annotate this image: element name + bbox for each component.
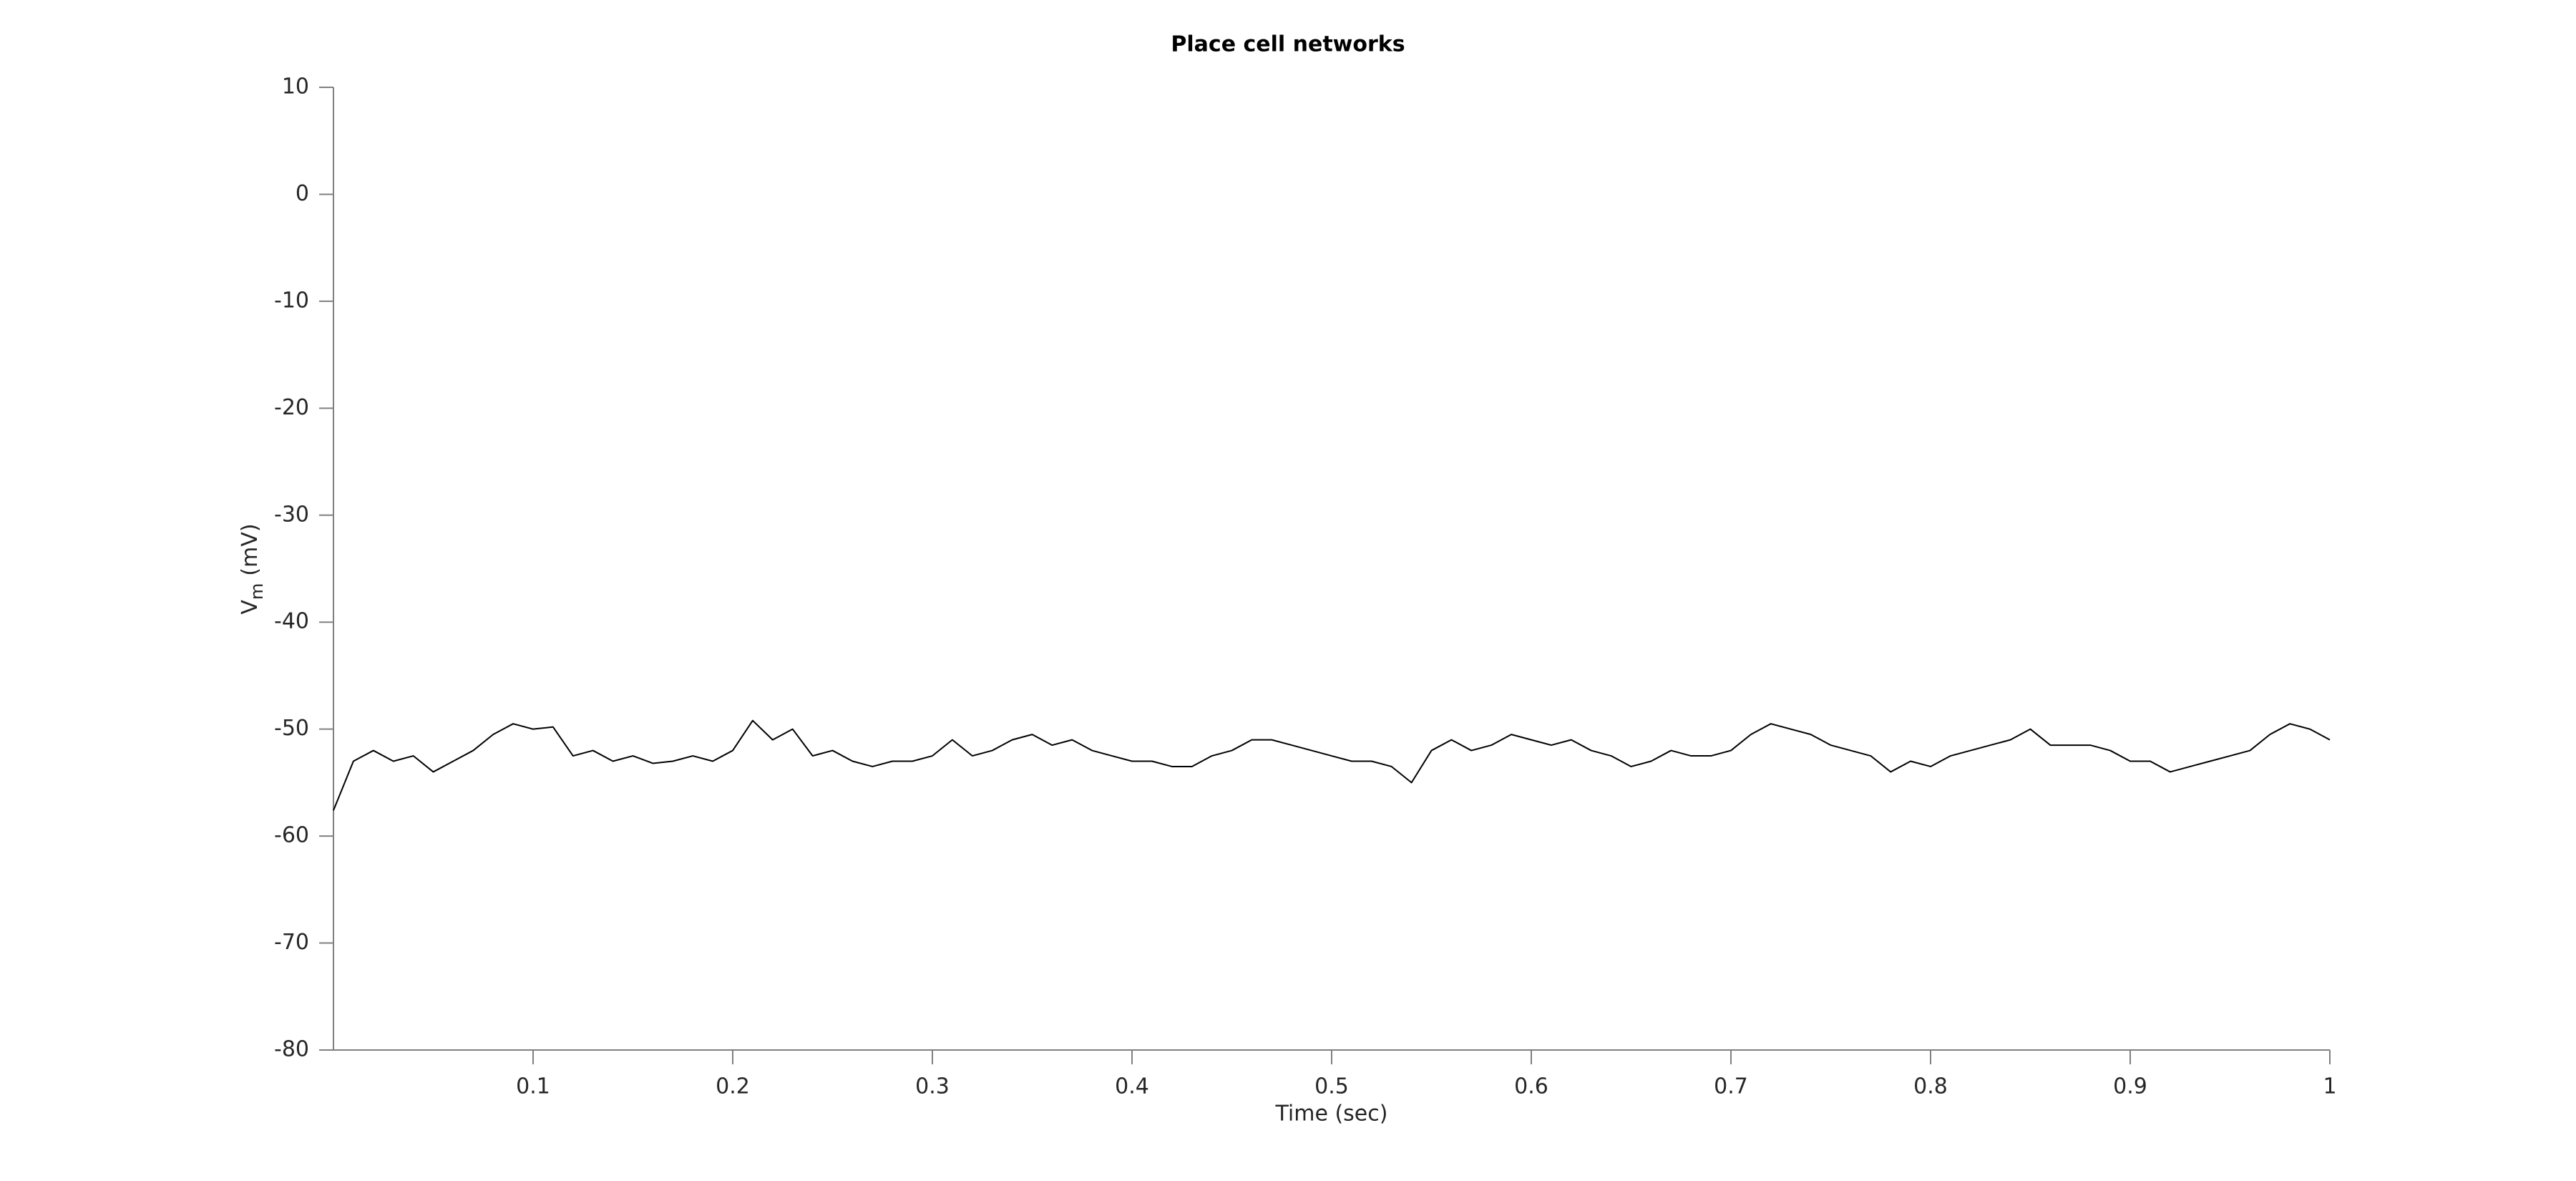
y-tick-label: -50: [274, 716, 309, 741]
y-tick-label: 10: [282, 74, 309, 99]
y-label-unit: (mV): [238, 523, 263, 575]
x-tick-label: 0.5: [1314, 1074, 1349, 1099]
x-tick-label: 1: [2323, 1074, 2336, 1099]
trace-line: [333, 719, 2331, 811]
x-tick-label: 0.3: [915, 1074, 950, 1099]
x-tick-label: 0.2: [716, 1074, 750, 1099]
y-tick-label: -40: [274, 609, 309, 634]
x-tick-label: 0.9: [2113, 1074, 2147, 1099]
x-axis-label: Time (sec): [1275, 1102, 1388, 1127]
x-tick-label: 0.7: [1714, 1074, 1748, 1099]
y-tick-label: -30: [274, 502, 309, 527]
y-axis-label: Vm (mV): [238, 523, 268, 614]
y-tick-label: -20: [274, 395, 309, 420]
chart-title: Place cell networks: [1171, 32, 1405, 57]
x-tick-label: 0.1: [516, 1074, 550, 1099]
y-tick-label: -60: [274, 823, 309, 848]
x-tick-label: 0.6: [1514, 1074, 1548, 1099]
y-label-main: V: [238, 600, 263, 615]
x-tick-label: 0.4: [1115, 1074, 1149, 1099]
y-tick-label: -10: [274, 288, 309, 313]
y-label-sub: m: [247, 583, 267, 600]
y-tick-label: 0: [296, 181, 309, 206]
x-tick-label: 0.8: [1913, 1074, 1948, 1099]
y-tick-label: -80: [274, 1037, 309, 1062]
y-tick-label: -70: [274, 930, 309, 955]
